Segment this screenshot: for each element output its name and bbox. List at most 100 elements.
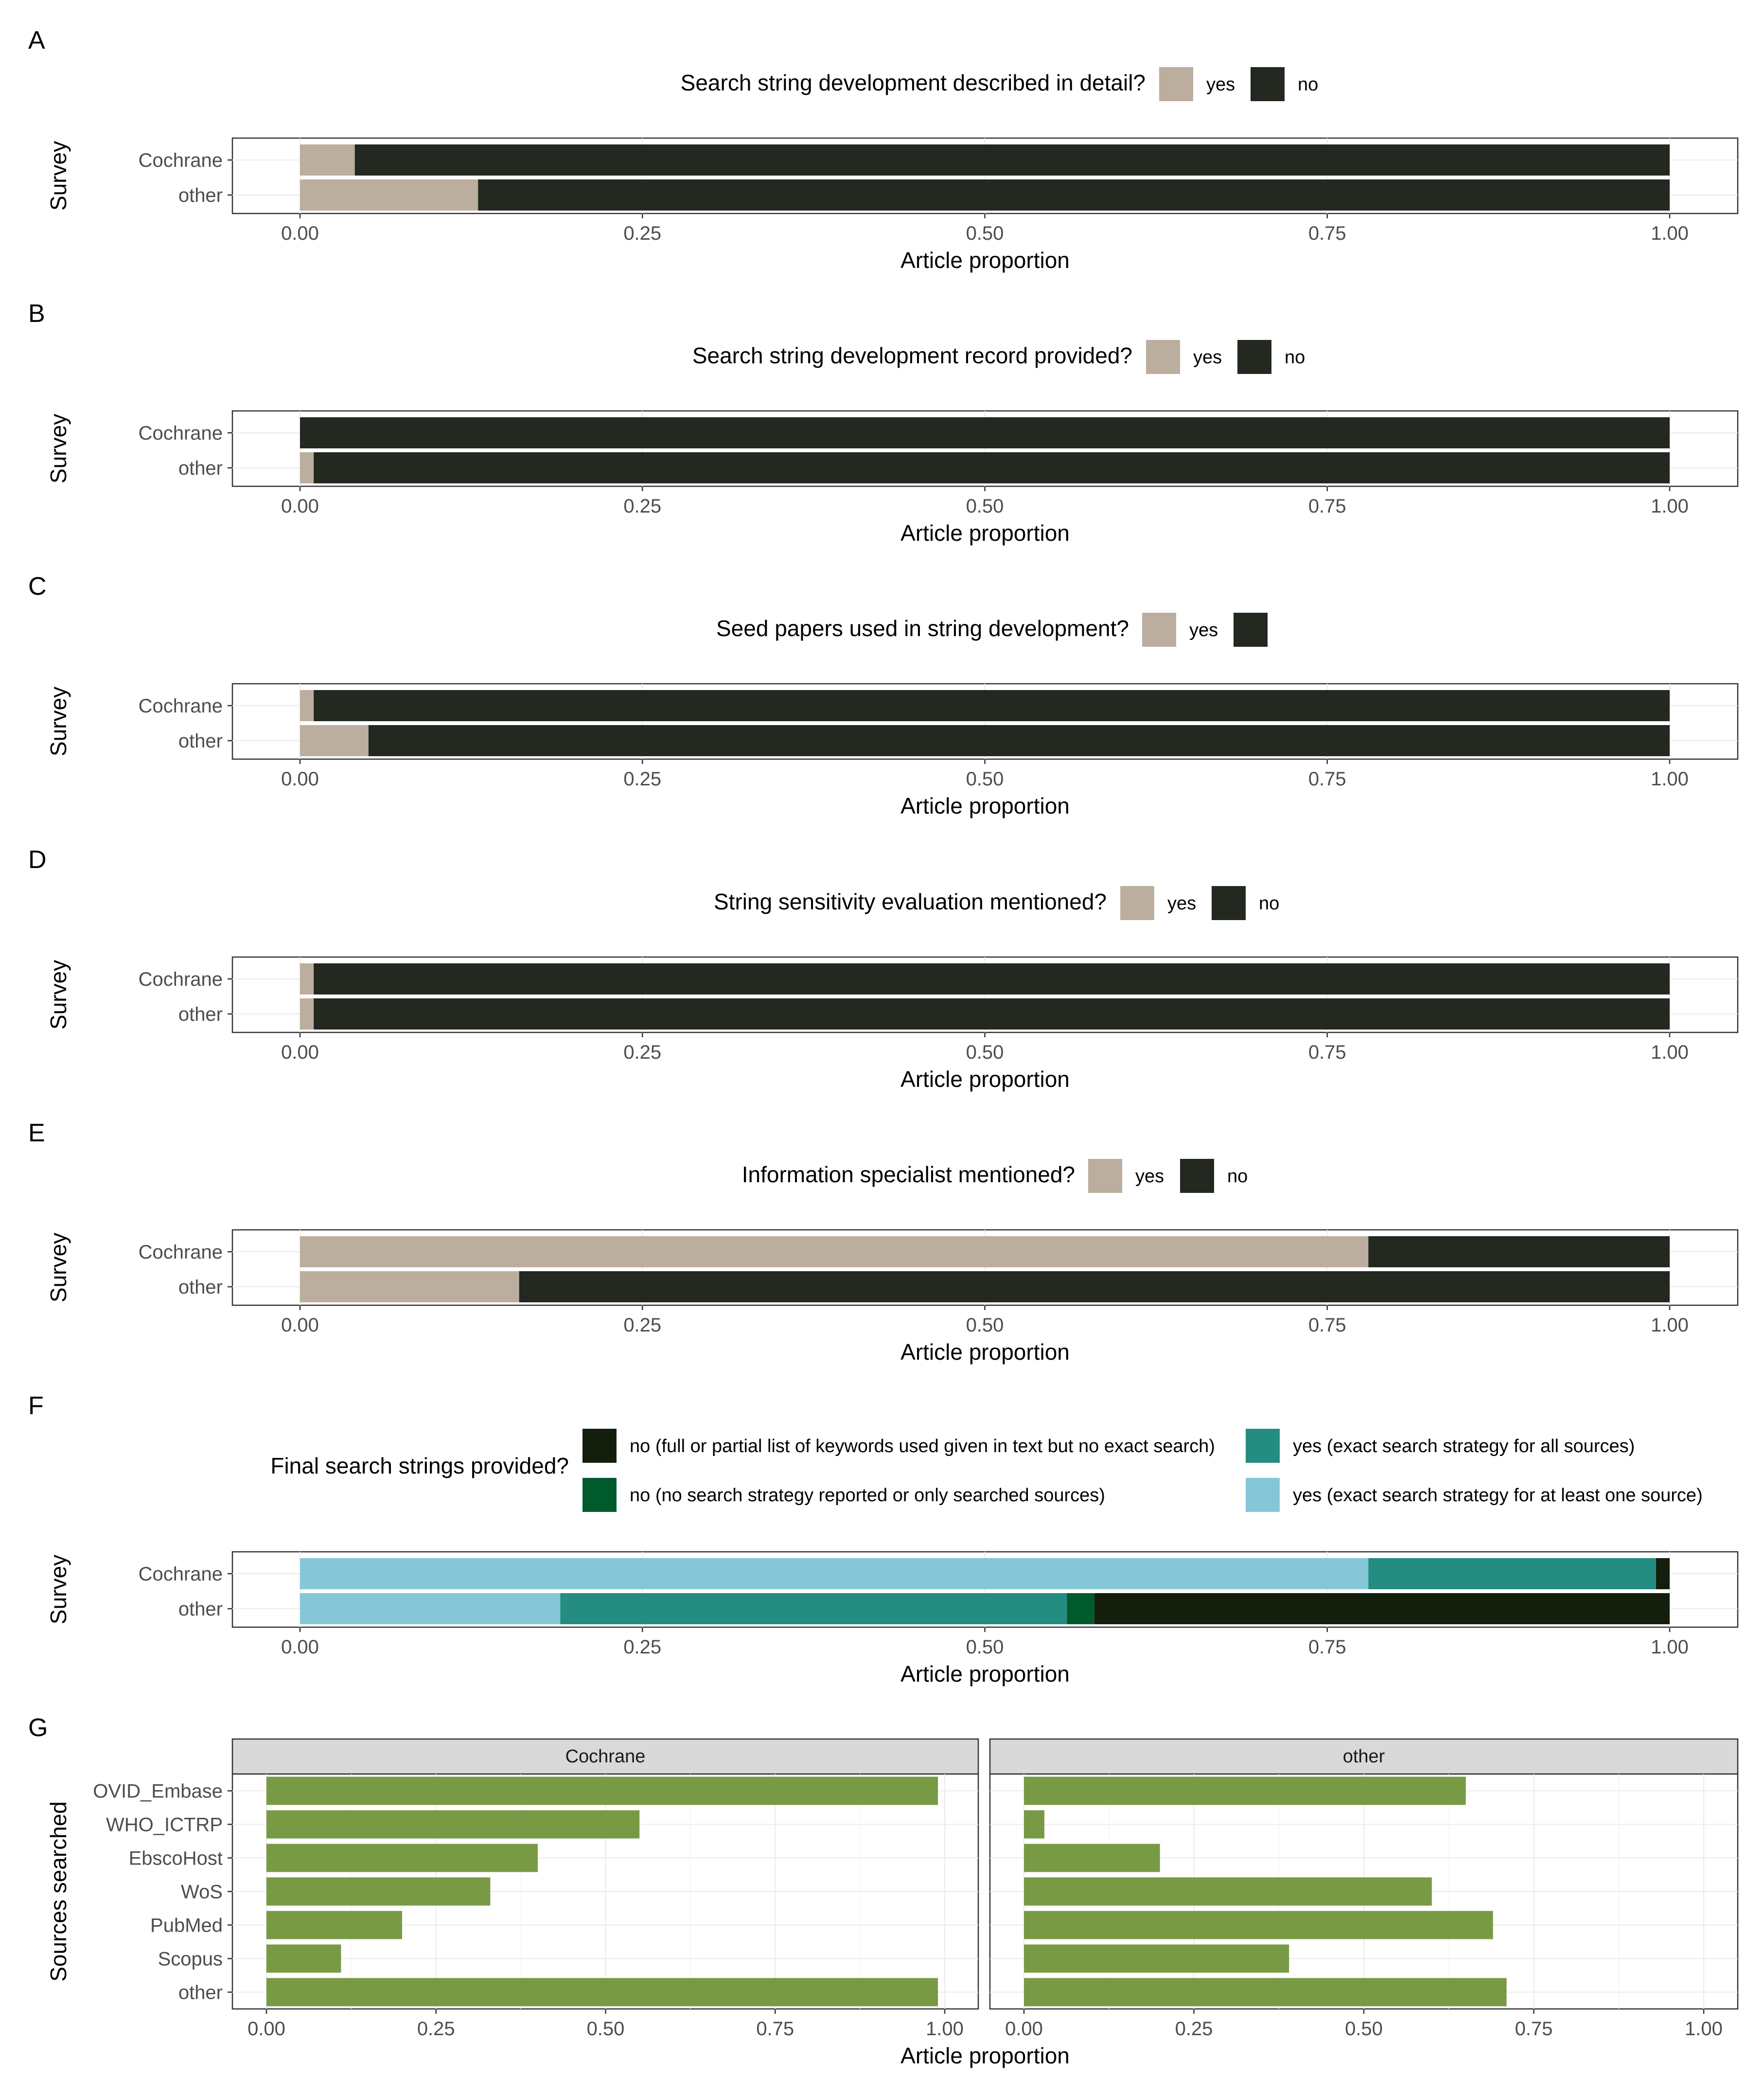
- chart-title: Information specialist mentioned?: [742, 1162, 1075, 1187]
- x-tick-label: 0.25: [623, 768, 661, 790]
- x-tick-label: 0.50: [966, 1314, 1004, 1336]
- bar-other-yes: [300, 179, 478, 211]
- y-tick-label: Cochrane: [139, 1242, 223, 1263]
- y-axis-label: Survey: [46, 1233, 71, 1302]
- bar-other-no: [478, 179, 1670, 211]
- bar-pubmed: [266, 1911, 402, 1939]
- legend-label-yes: yes: [1206, 74, 1235, 95]
- legend-label-f_no_keywords: no (full or partial list of keywords use…: [630, 1436, 1215, 1456]
- legend-key-no: [1180, 1159, 1214, 1193]
- bar-other-no: [314, 452, 1670, 483]
- y-tick-label: Cochrane: [139, 969, 223, 990]
- x-tick-label: 1.00: [1651, 1636, 1689, 1658]
- bar-other-yes: [300, 725, 369, 756]
- y-tick-label: other: [178, 730, 223, 752]
- x-tick-label: 0.00: [281, 1636, 319, 1658]
- panel-letter-g: G: [28, 1714, 48, 1742]
- legend-key-yes: [1120, 886, 1154, 920]
- legend-label-f_yes_all: yes (exact search strategy for all sourc…: [1293, 1436, 1635, 1456]
- legend-key-no: [1212, 886, 1246, 920]
- x-tick-label: 0.75: [1308, 223, 1346, 244]
- legend-key-yes: [1146, 340, 1180, 374]
- bar-other: [266, 1978, 938, 2006]
- x-tick-label: 0.75: [1308, 1636, 1346, 1658]
- bar-cochrane-no: [1656, 1558, 1670, 1589]
- bar-other-yes: [300, 1593, 561, 1624]
- legend-key-no: [1234, 613, 1268, 647]
- legend-label-f_yes_one: yes (exact search strategy for at least …: [1293, 1485, 1703, 1506]
- x-axis-label: Article proportion: [900, 1066, 1070, 1092]
- x-tick-label: 0.00: [247, 2018, 285, 2040]
- x-tick-label: 0.25: [623, 1314, 661, 1336]
- x-tick-label: 0.25: [623, 223, 661, 244]
- bar-ovid_embase: [1024, 1776, 1466, 1805]
- chart-title: Search string development record provide…: [692, 343, 1132, 368]
- bar-wos: [1024, 1877, 1432, 1906]
- legend-label-f_no_strategy: no (no search strategy reported or only …: [630, 1485, 1105, 1506]
- bar-ebscohost: [1024, 1844, 1160, 1872]
- panel-a: Search string development described in d…: [46, 67, 1739, 273]
- panel-b: Search string development record provide…: [46, 340, 1739, 546]
- x-tick-label: 0.75: [1308, 1314, 1346, 1336]
- panel-c: Seed papers used in string development? y…: [46, 613, 1739, 818]
- bar-cochrane-yes: [300, 963, 314, 994]
- x-tick-label: 0.50: [966, 223, 1004, 244]
- facet-cochrane: Cochrane 0.00 0.25 0.50 0.75 1.00: [231, 1738, 979, 2040]
- x-tick-label: 0.25: [417, 2018, 455, 2040]
- bar-other-no: [519, 1271, 1670, 1302]
- panel-letter-d: D: [28, 846, 47, 874]
- chart-title: Final search strings provided?: [270, 1453, 569, 1478]
- x-tick-label: 0.50: [966, 1636, 1004, 1658]
- facet-strip-label: Cochrane: [565, 1746, 646, 1767]
- x-axis-label: Article proportion: [900, 1661, 1070, 1687]
- x-tick-label: 1.00: [1651, 496, 1689, 517]
- y-axis-label: Survey: [46, 414, 71, 483]
- x-tick-label: 0.00: [281, 768, 319, 790]
- x-tick-label: 0.50: [966, 768, 1004, 790]
- y-tick-label: Cochrane: [139, 423, 223, 444]
- bar-ovid_embase: [266, 1776, 938, 1805]
- bar-ebscohost: [266, 1844, 538, 1872]
- y-tick-label: PubMed: [150, 1915, 223, 1936]
- bar-cochrane-series1: [314, 690, 1670, 721]
- bar-other: [1024, 1978, 1507, 2006]
- bar-cochrane-yes: [1368, 1558, 1656, 1589]
- facet-strip: [989, 1738, 1739, 1775]
- bar-other-no: [314, 998, 1670, 1030]
- bar-scopus: [266, 1944, 341, 1973]
- x-tick-label: 0.75: [1308, 768, 1346, 790]
- bar-cochrane-yes: [300, 1236, 1369, 1267]
- x-tick-label: 0.50: [587, 2018, 625, 2040]
- bar-other-yes: [300, 998, 314, 1030]
- panel-letter-e: E: [28, 1119, 45, 1147]
- y-tick-label: EbscoHost: [129, 1848, 223, 1869]
- x-axis-label: Article proportion: [900, 2043, 1070, 2068]
- legend-label-yes: yes: [1135, 1166, 1164, 1187]
- legend-label-no: no: [1298, 74, 1318, 95]
- facet-other: other 0.00 0.25 0.50 0.75 1.00: [989, 1738, 1739, 2040]
- x-tick-label: 0.50: [966, 1042, 1004, 1063]
- y-tick-label: other: [178, 1598, 223, 1620]
- x-axis-label: Article proportion: [900, 793, 1070, 818]
- facet-strip-label: other: [1343, 1746, 1385, 1767]
- facet-strip: [231, 1738, 979, 1775]
- panel-letter-b: B: [28, 300, 45, 328]
- bar-scopus: [1024, 1944, 1289, 1973]
- panel-f: Final search strings provided? no (full o…: [46, 1429, 1739, 1687]
- panel-e: Information specialist mentioned? yes no Co…: [46, 1159, 1739, 1365]
- legend-key-f_yes_all: [1246, 1429, 1280, 1463]
- y-axis-label: Sources searched: [46, 1801, 71, 1982]
- bar-other-yes: [560, 1593, 1067, 1624]
- legend-label-yes: yes: [1167, 893, 1196, 914]
- bar-cochrane-yes: [300, 690, 314, 721]
- y-axis-label: Survey: [46, 141, 71, 211]
- y-axis-label: Survey: [46, 960, 71, 1030]
- bar-cochrane-yes: [300, 1558, 1369, 1589]
- legend-label-no: no: [1285, 347, 1305, 368]
- y-tick-label: other: [178, 458, 223, 479]
- x-axis-label: Article proportion: [900, 248, 1070, 273]
- y-tick-label: Cochrane: [139, 150, 223, 171]
- x-tick-label: 0.25: [623, 1636, 661, 1658]
- bar-who_ictrp: [1024, 1810, 1044, 1839]
